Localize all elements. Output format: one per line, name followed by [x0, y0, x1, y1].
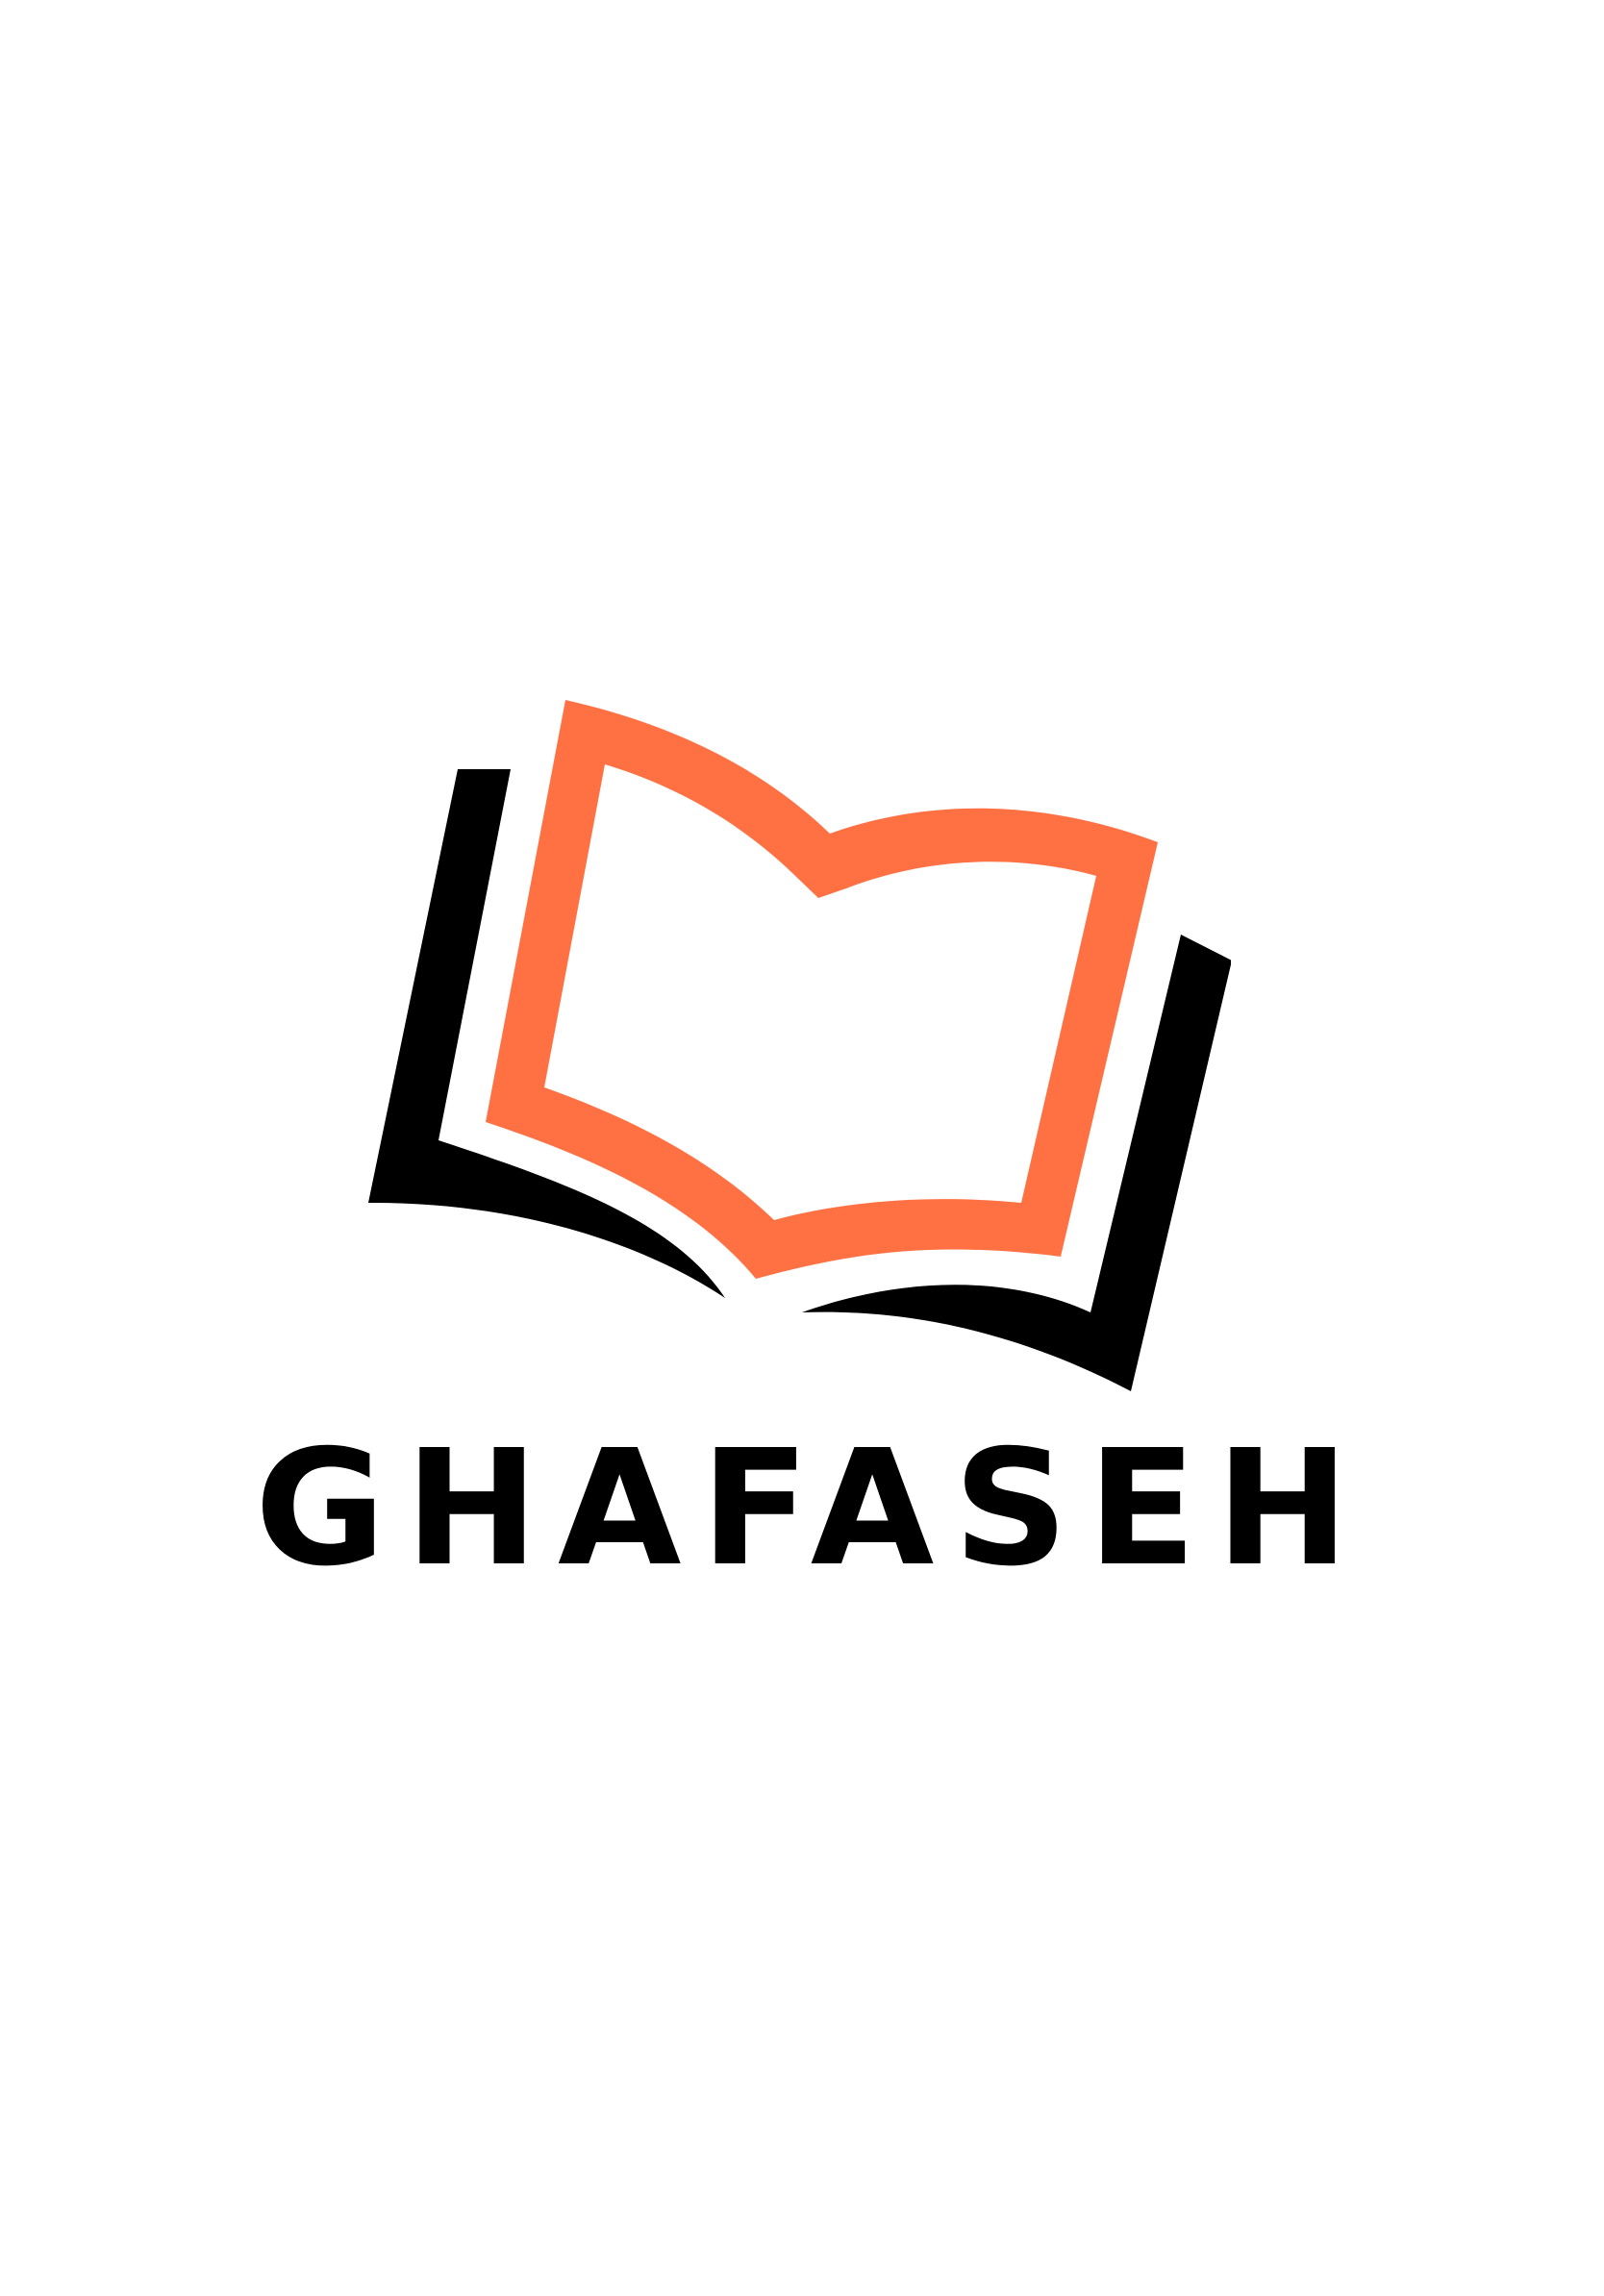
book-pages	[486, 700, 1158, 1279]
book-cover-right	[802, 935, 1231, 1391]
book-cover-left	[368, 769, 725, 1298]
brand-name: GHAFASEH	[254, 1416, 1369, 1602]
open-book-icon	[368, 700, 1231, 1391]
